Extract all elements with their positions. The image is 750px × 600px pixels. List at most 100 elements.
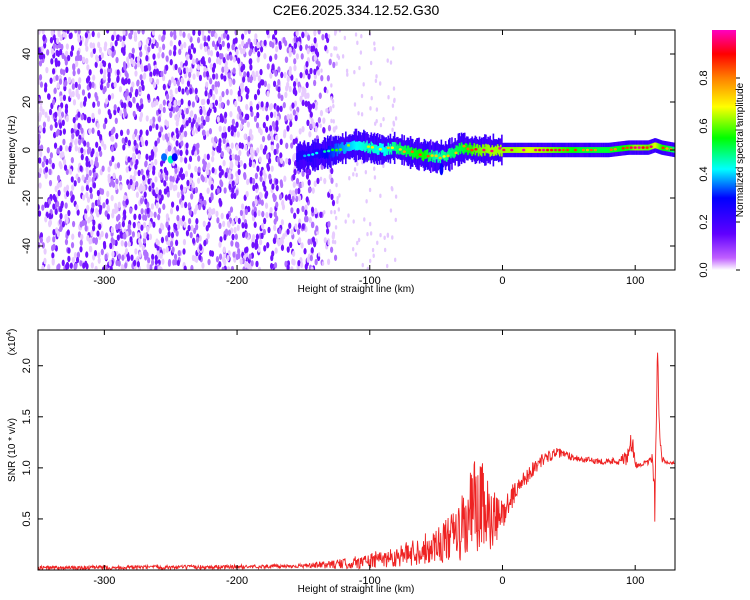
noise-speckle [106,213,110,220]
noise-speckle [77,30,81,35]
noise-speckle [362,82,365,87]
noise-speckle [144,160,148,167]
noise-speckle [212,73,216,80]
noise-speckle [155,68,159,75]
noise-speckle [235,49,239,56]
snr-frame [37,329,676,571]
noise-speckle [191,181,195,189]
noise-speckle [102,74,106,81]
signal-band-mid [354,141,357,151]
noise-speckle [127,78,131,85]
noise-speckle [244,30,248,35]
noise-speckle [292,88,296,95]
signal-band-mid [300,151,303,160]
noise-speckle [104,264,108,270]
noise-speckle [269,211,273,219]
noise-speckle [229,111,233,118]
noise-speckle [52,193,56,201]
noise-speckle [270,165,274,172]
noise-speckle [153,211,157,218]
noise-speckle [126,255,131,262]
noise-speckle [249,105,253,113]
signal-band-mid [476,143,479,153]
noise-speckle [322,126,326,134]
noise-speckle [283,175,287,182]
signal-peak [366,145,371,148]
noise-speckle [135,180,139,188]
noise-speckle [87,75,91,82]
noise-speckle [366,266,370,270]
noise-speckle [338,193,341,198]
noise-speckle [146,262,150,270]
signal-band-mid [492,147,495,157]
signal-band-mid [337,143,340,153]
noise-speckle [304,30,308,37]
noise-speckle [232,56,236,63]
noise-speckle [256,147,260,154]
noise-speckle [343,35,347,41]
noise-speckle [63,186,67,193]
noise-speckle [219,236,223,243]
noise-speckle [169,95,173,103]
noise-speckle [394,217,397,223]
noise-speckle [216,51,220,58]
noise-speckle [394,116,398,121]
noise-speckle [191,58,196,65]
noise-speckle [79,239,83,246]
noise-speckle [103,143,107,151]
noise-speckle [107,176,111,184]
noise-speckle [208,206,212,214]
spectrogram-noise-speckle [38,30,398,270]
signal-band-mid [569,147,571,153]
noise-speckle [188,116,192,124]
noise-speckle [194,186,199,194]
signal-peak [565,148,570,152]
noise-speckle [364,169,368,175]
noise-speckle [272,80,277,88]
noise-speckle [77,122,81,130]
noise-speckle [286,246,290,253]
noise-speckle [118,174,123,182]
noise-speckle [231,187,235,194]
noise-speckle [47,235,51,243]
noise-speckle [275,125,279,132]
noise-speckle [334,225,338,230]
signal-band-mid [508,147,511,153]
noise-speckle [181,88,185,95]
noise-speckle [326,108,329,113]
noise-speckle [205,70,210,78]
noise-speckle [255,122,260,129]
noise-speckle [145,55,149,62]
noise-speckle [136,61,140,68]
noise-speckle [180,98,184,105]
noise-speckle [139,197,144,205]
noise-speckle [373,175,377,180]
noise-speckle [289,241,293,249]
noise-speckle [240,65,244,73]
noise-speckle [162,106,166,114]
noise-speckle [129,207,133,214]
noise-speckle [193,150,198,157]
noise-speckle [313,30,317,37]
noise-speckle [140,168,144,176]
noise-speckle [310,266,314,270]
signal-band-mid [318,150,321,159]
noise-speckle [211,150,215,157]
noise-speckle [392,86,396,91]
signal-band-mid [348,142,350,152]
noise-speckle [139,115,143,122]
noise-speckle [65,168,69,176]
noise-speckle [309,123,313,130]
noise-speckle [286,75,290,83]
colorbar-tick-label: 0.0 [698,262,710,277]
noise-speckle [379,193,382,199]
noise-speckle [327,124,332,132]
noise-speckle [189,177,193,184]
noise-speckle [205,81,209,88]
signal-peak [442,155,446,158]
noise-speckle [210,194,214,201]
noise-speckle [269,262,274,270]
noise-speckle [183,130,188,138]
noise-speckle [241,231,246,239]
noise-speckle [82,100,87,107]
